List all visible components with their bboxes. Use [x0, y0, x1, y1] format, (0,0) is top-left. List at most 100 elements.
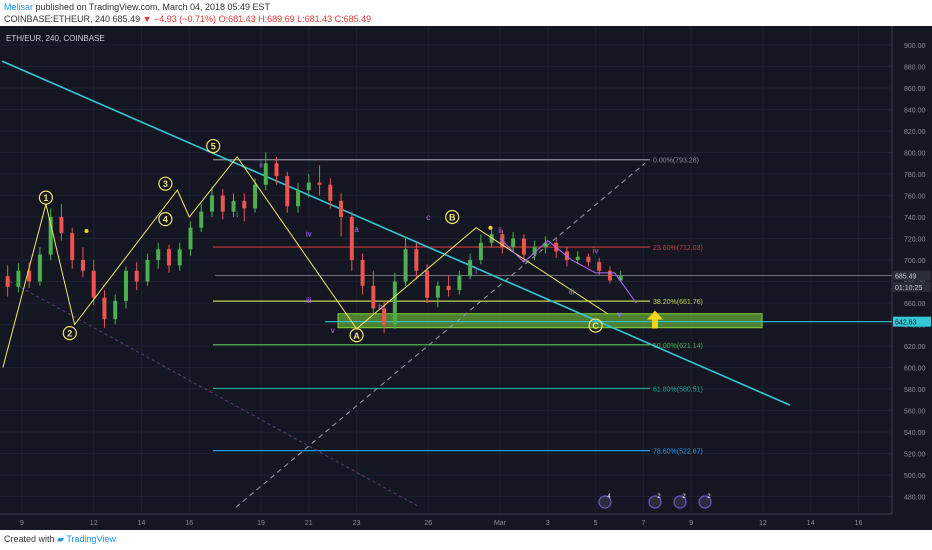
sub-wave-label: i: [236, 210, 238, 219]
candle-body: [113, 300, 118, 320]
wave-label: B: [449, 213, 456, 223]
sub-wave-label: v: [618, 310, 622, 319]
candle-body: [48, 217, 53, 255]
candle-body: [253, 184, 258, 209]
event-count: 2: [682, 494, 686, 500]
wave-label-circle: [206, 138, 221, 154]
y-tick-label: 600.00: [904, 366, 926, 373]
sub-wave-label: iii: [306, 296, 312, 305]
y-tick-label: 900.00: [904, 43, 926, 50]
wave-label-circle: [588, 318, 603, 333]
wave-label: C: [592, 321, 599, 331]
candle-body: [457, 276, 462, 291]
publish-line: Melisar published on TradingView.com, Ma…: [4, 1, 270, 13]
candle-body: [521, 238, 526, 255]
candle-body: [425, 270, 430, 298]
sub-wave-label: i: [475, 267, 477, 276]
event-count: 4: [607, 494, 611, 500]
candle-body: [231, 200, 236, 212]
fib-level-label: 0.00%(793.28): [653, 158, 699, 165]
wave-label: 3: [163, 179, 168, 189]
candle-body: [274, 163, 279, 177]
tradingview-brand[interactable]: TradingView: [66, 534, 116, 544]
x-tick-label: 16: [185, 520, 193, 527]
tradingview-logo-icon: ▰: [57, 534, 64, 544]
y-tick-label: 860.00: [904, 86, 926, 93]
y-tick-label: 840.00: [904, 108, 926, 115]
event-icon: [598, 495, 612, 509]
wave-path: [2, 155, 608, 368]
candle-body: [446, 285, 451, 291]
wave-label: 4: [163, 215, 168, 225]
event-icon: [698, 495, 712, 509]
price-axis-tag-label: 642.63: [895, 320, 917, 327]
y-tick-label: 580.00: [904, 387, 926, 394]
candle-body: [123, 270, 128, 301]
price-axis-tag-label: 01:10:25: [895, 285, 922, 292]
candle-body: [242, 200, 247, 209]
event-count: 2: [657, 494, 661, 500]
y-tick-label: 740.00: [904, 215, 926, 222]
candle-body: [317, 182, 322, 185]
price-change: ▼ −4.93 (−0.71%): [142, 14, 217, 24]
descending-trendline: [1, 60, 791, 406]
candle-body: [328, 184, 333, 201]
author-link[interactable]: Melisar: [4, 2, 34, 12]
candle-body: [134, 270, 139, 282]
candle-body: [91, 270, 96, 298]
fib-level-label: 78.60%(522.67): [653, 449, 703, 456]
x-tick-label: 16: [855, 520, 863, 527]
event-count: 2: [707, 494, 711, 500]
x-tick-label: 21: [305, 520, 313, 527]
sub-wave-label: iii: [569, 287, 575, 296]
x-tick-label: 26: [424, 520, 432, 527]
up-arrow-icon: [647, 310, 663, 329]
ohlc-values: O:681.43 H:689.69 L:681.43 C:685.49: [218, 14, 372, 24]
x-tick-label: 23: [353, 520, 361, 527]
y-tick-label: 720.00: [904, 237, 926, 244]
price-axis-tag: [893, 281, 931, 292]
chart-area[interactable]: 900.00 880.00 860.00 840.00 820.00 800.00 780.…: [0, 26, 932, 530]
y-tick-label: 700.00: [904, 258, 926, 265]
y-tick-label: 520.00: [904, 452, 926, 459]
y-tick-label: 620.00: [904, 344, 926, 351]
x-tick-label: 9: [20, 520, 24, 527]
candle-body: [5, 276, 10, 287]
candle-body: [166, 249, 171, 266]
fib-trend-dashed: [235, 162, 646, 508]
sub-wave-path: [499, 238, 637, 304]
wave-label-circle: [158, 212, 173, 227]
fib-level-label: 23.60%(712.03): [653, 245, 703, 252]
candle-body: [597, 262, 602, 271]
candle-body: [414, 249, 419, 271]
candle-body: [177, 249, 182, 266]
x-tick-label: 5: [594, 520, 598, 527]
candle-body: [349, 217, 354, 260]
candle-body: [618, 276, 623, 281]
sub-wave-label: a: [354, 225, 359, 234]
candle-body: [296, 190, 301, 207]
x-tick-label: 12: [90, 520, 98, 527]
price-axis-tag: [893, 316, 931, 327]
candle-body: [285, 176, 290, 207]
candle-body: [16, 270, 21, 287]
y-tick-label: 560.00: [904, 409, 926, 416]
candle-body: [306, 182, 311, 191]
buy-zone: [337, 313, 763, 329]
candle-body: [478, 242, 483, 260]
created-with: Created with: [4, 534, 55, 544]
x-tick-label: 14: [138, 520, 146, 527]
chart-canvas[interactable]: 900.00 880.00 860.00 840.00 820.00 800.00 780.…: [0, 26, 932, 530]
y-tick-label: 660.00: [904, 301, 926, 308]
candle-body: [80, 260, 85, 271]
fib-level-label: 50.00%(621.14): [653, 343, 703, 350]
candle-body: [532, 247, 537, 255]
candle-body: [37, 254, 42, 282]
candle-body: [210, 195, 215, 212]
price-axis-tag: [893, 270, 931, 281]
x-tick-label: Mar: [494, 520, 507, 527]
sub-wave-label: ii: [259, 161, 263, 170]
y-tick-label: 760.00: [904, 194, 926, 201]
event-icon: [648, 495, 662, 509]
wave-label-circle: [62, 326, 77, 341]
